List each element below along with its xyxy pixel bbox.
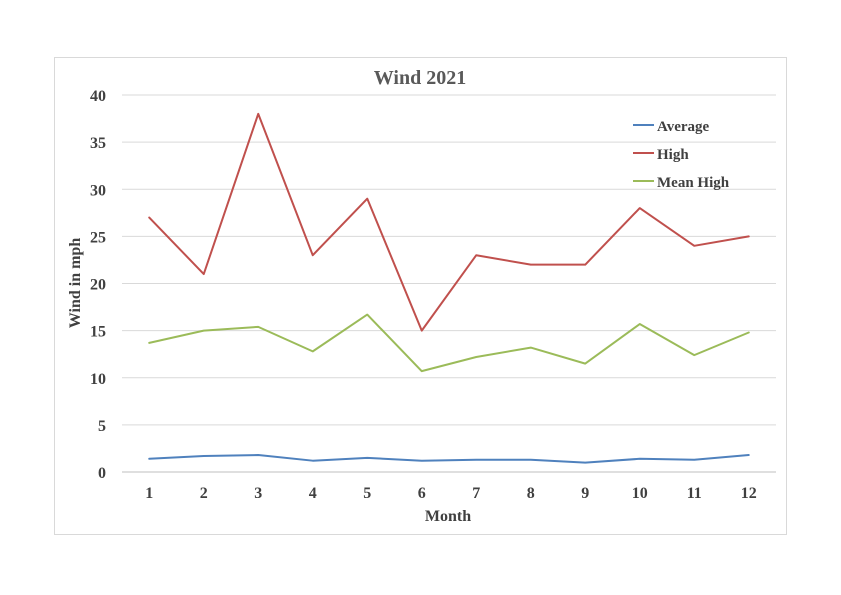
x-tick-label: 10 bbox=[632, 485, 648, 502]
x-tick-label: 9 bbox=[581, 485, 589, 502]
legend-label: Average bbox=[657, 119, 710, 135]
y-tick-label: 5 bbox=[98, 418, 106, 435]
x-tick-label: 11 bbox=[687, 485, 702, 502]
y-axis-ticks: 0 5 10 15 20 25 30 35 40 bbox=[90, 88, 106, 482]
chart-title: Wind 2021 bbox=[374, 67, 466, 89]
x-tick-label: 6 bbox=[418, 485, 426, 502]
x-tick-label: 2 bbox=[200, 485, 208, 502]
series-line-high bbox=[148, 112, 750, 332]
y-tick-label: 10 bbox=[90, 371, 106, 388]
y-tick-label: 25 bbox=[90, 229, 106, 246]
x-tick-label: 3 bbox=[254, 485, 262, 502]
y-tick-label: 15 bbox=[90, 324, 106, 341]
gridlines bbox=[122, 94, 776, 473]
legend-label: High bbox=[657, 147, 689, 163]
x-tick-label: 1 bbox=[145, 485, 153, 502]
y-tick-label: 40 bbox=[90, 88, 106, 105]
y-tick-label: 0 bbox=[98, 465, 106, 482]
x-tick-label: 12 bbox=[741, 485, 757, 502]
y-tick-label: 20 bbox=[90, 277, 106, 294]
x-axis-label: Month bbox=[425, 508, 471, 525]
chart-frame bbox=[54, 57, 787, 535]
legend: Average High Mean High bbox=[633, 119, 730, 191]
series-line-average bbox=[148, 454, 750, 464]
x-tick-label: 5 bbox=[363, 485, 371, 502]
y-tick-label: 35 bbox=[90, 135, 106, 152]
series-lines bbox=[148, 112, 750, 464]
x-tick-label: 7 bbox=[472, 485, 480, 502]
series-line-mean-high bbox=[148, 313, 750, 373]
x-axis-ticks: 1 2 3 4 5 6 7 8 9 10 11 12 bbox=[145, 485, 757, 502]
legend-label: Mean High bbox=[657, 175, 730, 191]
x-tick-label: 8 bbox=[527, 485, 535, 502]
y-tick-label: 30 bbox=[90, 182, 106, 199]
y-axis-label: Wind in mph bbox=[67, 238, 84, 329]
x-tick-label: 4 bbox=[309, 485, 317, 502]
